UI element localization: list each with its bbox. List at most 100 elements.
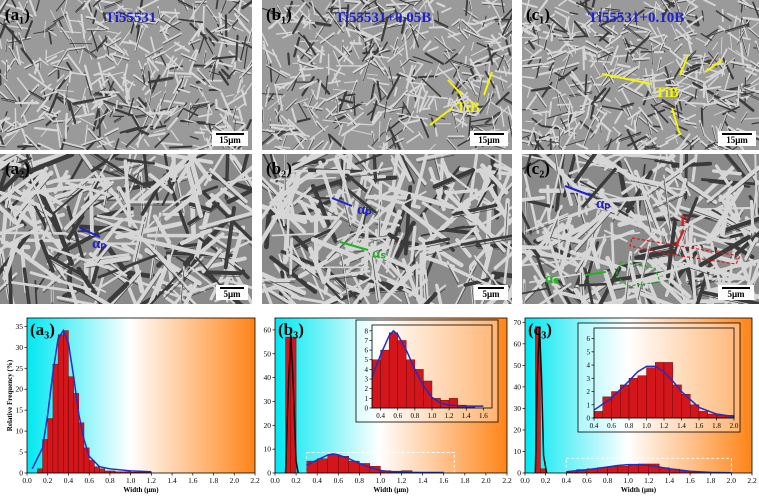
texture	[237, 107, 244, 122]
texture	[695, 37, 709, 45]
texture	[530, 154, 557, 170]
y-tick-label: 40	[264, 373, 272, 382]
texture	[143, 138, 150, 147]
texture	[381, 19, 388, 43]
texture	[522, 75, 535, 79]
texture	[363, 154, 370, 193]
texture	[343, 47, 351, 57]
fit-curve	[566, 463, 732, 474]
texture	[97, 24, 109, 31]
texture	[644, 68, 652, 94]
micrograph	[522, 154, 759, 304]
texture	[740, 111, 748, 122]
texture	[108, 71, 125, 92]
texture	[538, 282, 572, 304]
texture	[564, 16, 570, 31]
texture	[616, 63, 631, 69]
texture	[394, 220, 416, 259]
texture	[748, 77, 759, 86]
texture	[533, 132, 540, 150]
x-tick-label: 0.4	[64, 476, 74, 485]
texture	[172, 283, 193, 304]
fit-curve	[31, 328, 152, 473]
texture	[98, 112, 101, 138]
y-tick-label: 7	[365, 337, 369, 345]
texture	[9, 47, 19, 66]
texture	[198, 33, 206, 54]
texture	[392, 9, 411, 19]
texture	[595, 112, 608, 128]
texture	[310, 101, 319, 112]
texture	[92, 9, 98, 24]
texture	[665, 76, 675, 81]
texture	[68, 46, 86, 50]
x-tick-label: 1.8	[460, 476, 470, 485]
texture	[469, 68, 477, 80]
texture	[202, 5, 205, 32]
texture	[379, 50, 388, 55]
texture	[649, 72, 664, 80]
texture	[210, 172, 247, 205]
texture	[740, 91, 755, 96]
texture	[359, 0, 372, 5]
texture	[591, 0, 596, 8]
texture	[45, 50, 65, 59]
texture	[147, 246, 192, 295]
texture	[233, 102, 246, 112]
texture	[60, 26, 70, 40]
texture	[657, 61, 675, 70]
texture	[92, 154, 144, 186]
texture	[711, 169, 742, 176]
texture	[432, 167, 476, 189]
texture	[62, 0, 68, 16]
texture	[104, 188, 109, 208]
texture	[151, 79, 158, 90]
texture	[633, 169, 662, 236]
texture	[306, 281, 346, 304]
texture	[351, 129, 375, 136]
texture	[505, 41, 511, 57]
texture	[63, 143, 85, 150]
texture	[582, 128, 592, 149]
texture	[421, 237, 476, 255]
chart-title: (c₃)	[528, 320, 552, 339]
texture	[700, 142, 710, 150]
texture	[71, 120, 82, 125]
texture	[536, 223, 572, 242]
texture	[353, 154, 374, 175]
texture	[529, 21, 541, 31]
texture	[664, 0, 675, 7]
texture	[485, 113, 500, 125]
texture	[348, 0, 365, 13]
texture	[522, 231, 541, 259]
texture	[277, 4, 283, 14]
texture	[187, 24, 204, 45]
texture	[39, 239, 55, 273]
texture	[2, 10, 13, 15]
x-tick-label: 0.8	[105, 476, 115, 485]
texture	[96, 140, 115, 148]
texture	[239, 66, 252, 80]
texture	[686, 33, 693, 54]
texture	[742, 16, 759, 21]
texture	[160, 142, 183, 146]
texture	[701, 294, 747, 304]
x-tick-label: 2.0	[481, 476, 491, 485]
texture	[169, 105, 187, 117]
texture	[34, 279, 38, 304]
texture	[426, 241, 449, 248]
texture	[332, 114, 348, 124]
texture	[61, 29, 70, 41]
texture	[581, 167, 617, 208]
texture	[467, 78, 477, 95]
texture	[552, 93, 567, 100]
texture	[421, 82, 426, 93]
texture	[675, 70, 694, 87]
texture	[62, 141, 85, 149]
texture	[396, 112, 408, 116]
texture	[579, 180, 600, 192]
texture	[393, 86, 398, 97]
texture	[522, 139, 541, 146]
texture	[366, 14, 373, 23]
texture	[373, 80, 387, 97]
